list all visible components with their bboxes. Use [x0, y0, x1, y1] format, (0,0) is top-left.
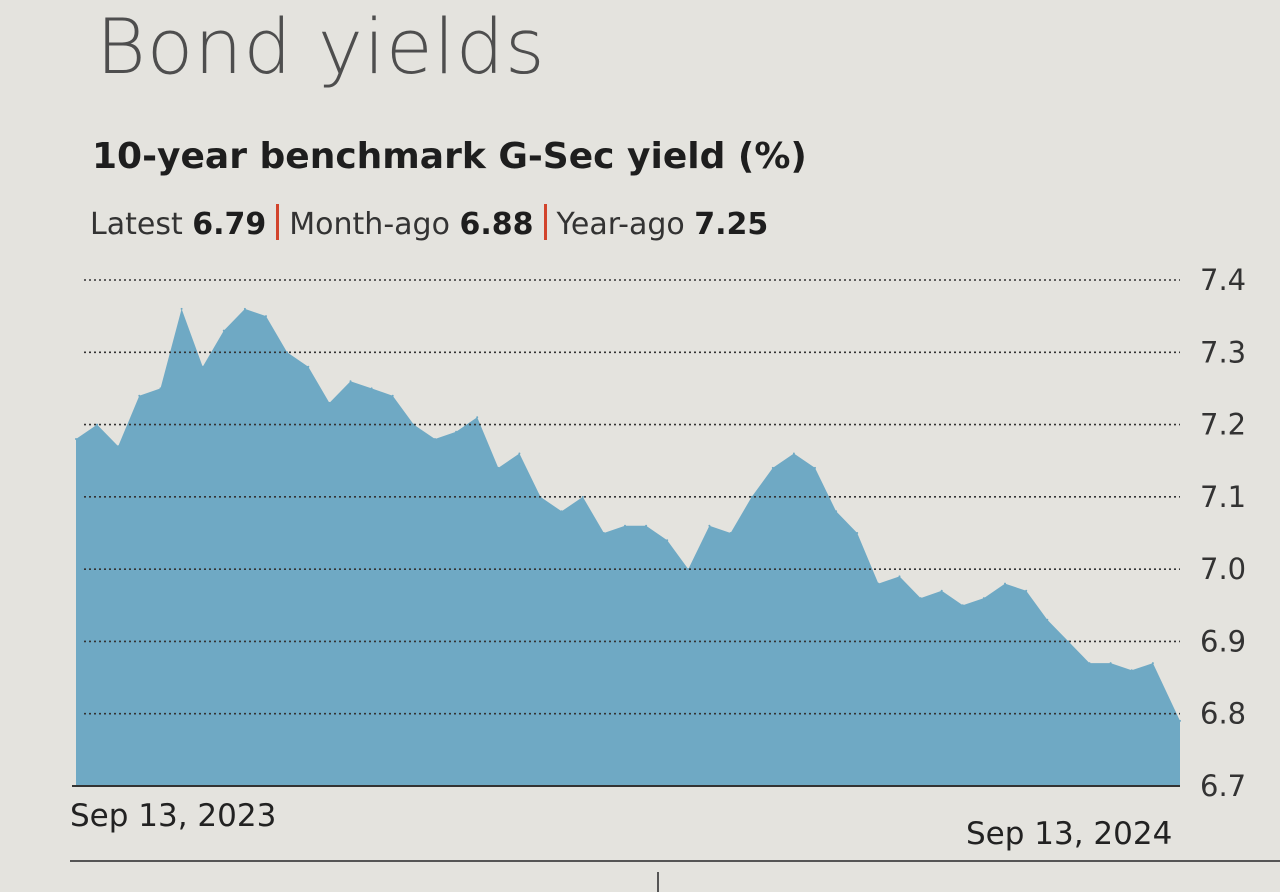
data-point	[1067, 640, 1070, 643]
data-point	[497, 466, 500, 469]
stats-row: Latest 6.79 Month-ago 6.88 Year-ago 7.25	[90, 204, 768, 242]
y-tick-label: 6.9	[1200, 624, 1246, 658]
data-point	[919, 597, 922, 600]
data-point	[1179, 719, 1181, 722]
y-tick-label: 7.4	[1200, 263, 1246, 297]
data-point	[180, 307, 183, 310]
data-point	[835, 510, 838, 513]
data-point	[138, 394, 141, 397]
page-title: Bond yields	[96, 2, 546, 91]
data-point	[370, 387, 373, 390]
y-tick-label: 6.8	[1200, 697, 1246, 731]
data-point	[243, 307, 246, 310]
data-point	[877, 582, 880, 585]
year-ago-value: 7.25	[694, 207, 769, 242]
data-point	[159, 387, 162, 390]
data-point	[75, 438, 77, 440]
stats-separator	[276, 204, 280, 240]
data-point	[265, 315, 267, 318]
data-point	[961, 604, 964, 607]
data-point	[581, 495, 584, 498]
y-tick-label: 6.7	[1200, 769, 1246, 803]
chart-subtitle: 10-year benchmark G-Sec yield (%)	[92, 136, 807, 177]
latest-value: 6.79	[192, 207, 267, 242]
data-point	[307, 365, 310, 368]
latest-label: Latest	[90, 207, 183, 242]
data-point	[518, 452, 521, 455]
data-point	[1151, 662, 1154, 665]
yield-area	[76, 308, 1180, 786]
data-point	[349, 380, 352, 383]
y-tick-label: 7.2	[1200, 408, 1246, 442]
data-point	[771, 466, 774, 469]
data-point	[1046, 618, 1049, 621]
data-point	[391, 394, 394, 397]
data-point	[687, 568, 690, 571]
data-point	[286, 351, 289, 354]
data-point	[856, 532, 859, 534]
data-point	[560, 510, 563, 513]
data-point	[1004, 582, 1006, 585]
data-point	[117, 445, 120, 448]
data-point	[729, 532, 732, 534]
data-point	[476, 416, 479, 419]
data-point	[602, 532, 605, 534]
data-point	[982, 597, 985, 600]
year-ago-label: Year-ago	[556, 207, 685, 242]
y-tick-label: 7.0	[1200, 552, 1246, 586]
y-tick-label: 7.3	[1200, 335, 1246, 369]
month-ago-value: 6.88	[459, 207, 534, 242]
data-point	[96, 423, 99, 426]
y-tick-label: 7.1	[1200, 480, 1246, 514]
data-point	[222, 329, 225, 332]
month-ago-label: Month-ago	[289, 207, 450, 242]
data-point	[814, 466, 816, 469]
data-point	[645, 524, 648, 527]
data-point	[1025, 589, 1028, 592]
data-point	[1130, 669, 1133, 672]
data-point	[666, 539, 669, 542]
data-point	[792, 452, 795, 455]
stats-separator	[543, 204, 547, 240]
data-point	[328, 401, 331, 404]
data-point	[624, 524, 626, 527]
data-point	[201, 365, 204, 368]
data-point	[434, 438, 436, 440]
data-point	[750, 495, 753, 498]
data-point	[1088, 662, 1091, 665]
bottom-divider	[70, 860, 1280, 862]
x-axis-end-label: Sep 13, 2024	[966, 816, 1173, 852]
data-point	[455, 430, 458, 433]
x-axis-start-label: Sep 13, 2023	[70, 798, 277, 834]
bottom-column-divider	[657, 872, 659, 892]
data-point	[898, 575, 901, 578]
data-point	[1109, 662, 1112, 665]
data-point	[940, 589, 943, 592]
data-point	[708, 524, 711, 527]
